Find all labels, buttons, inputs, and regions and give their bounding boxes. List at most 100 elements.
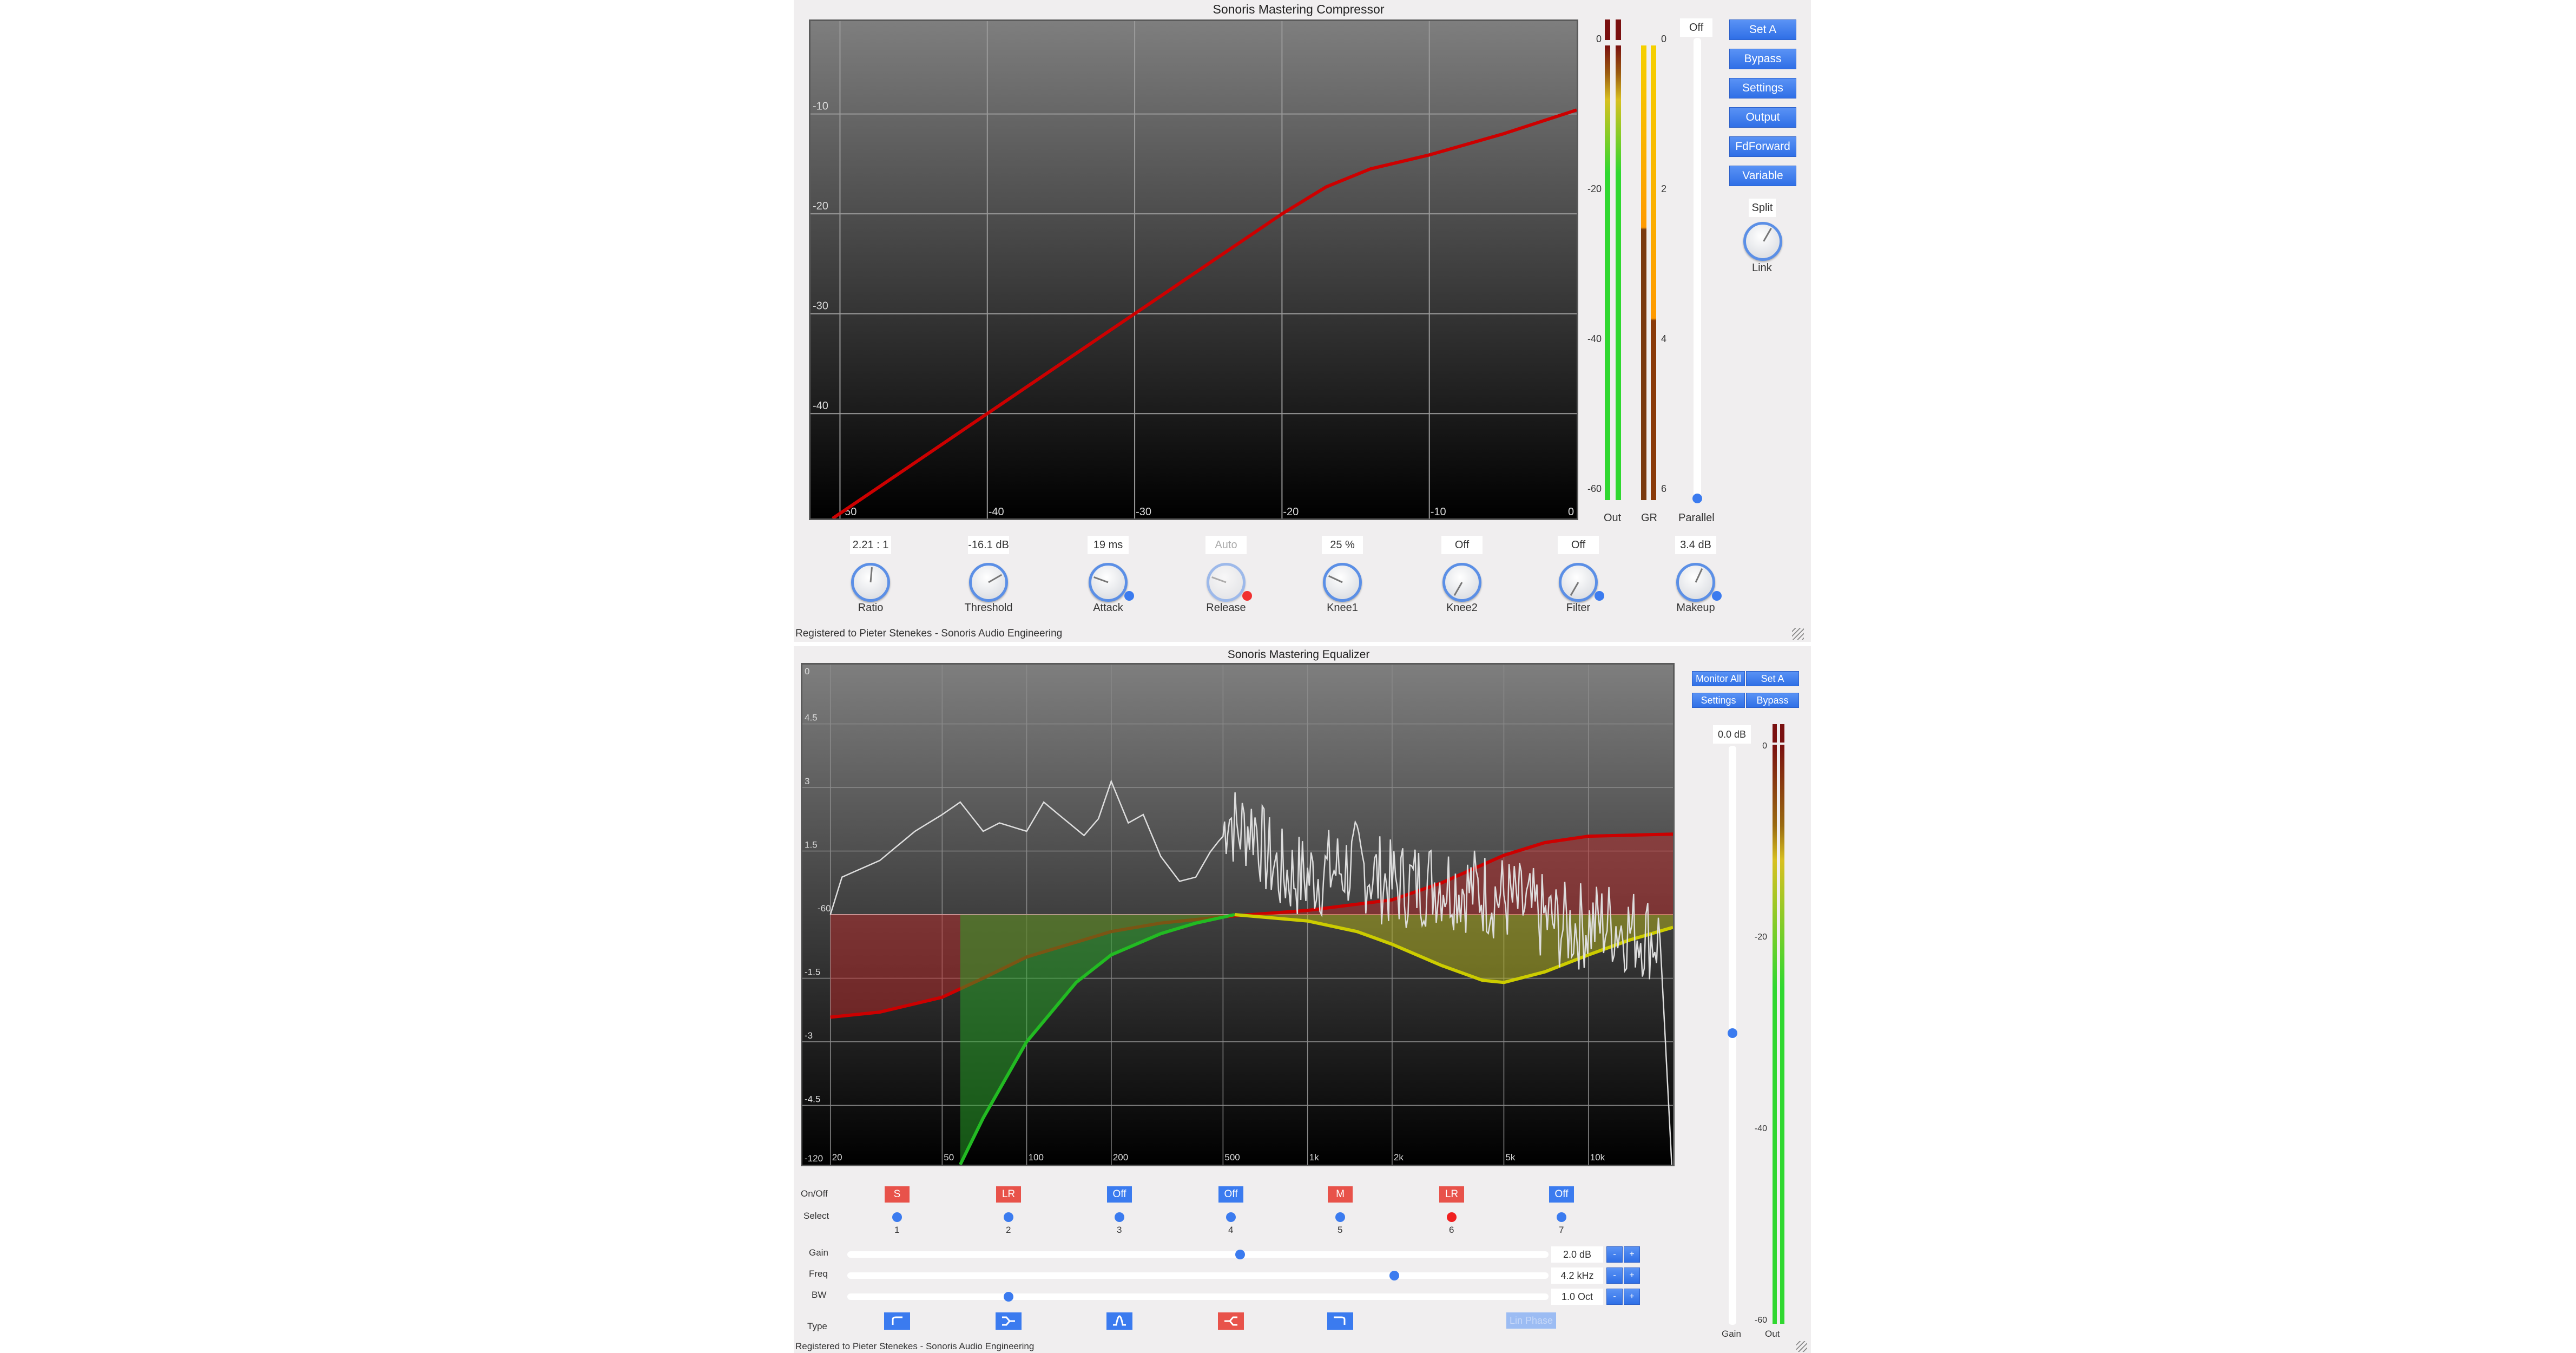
freq-increment-button[interactable]: + bbox=[1624, 1267, 1640, 1284]
band-4-select[interactable] bbox=[1226, 1212, 1236, 1222]
threshold-value[interactable]: -16.1 dB bbox=[968, 536, 1009, 554]
high-shelf-icon bbox=[1224, 1316, 1237, 1326]
parallel-slider[interactable] bbox=[1694, 38, 1701, 503]
x-tick-label: 5k bbox=[1505, 1152, 1515, 1162]
compressor-title: Sonoris Mastering Compressor bbox=[1213, 2, 1385, 16]
band-1-onoff-button[interactable]: S bbox=[885, 1186, 910, 1203]
band-7-onoff-button[interactable]: Off bbox=[1549, 1186, 1574, 1203]
freq-slider-thumb[interactable] bbox=[1389, 1271, 1399, 1280]
freq-row-label: Freq bbox=[809, 1269, 828, 1279]
ratio-value[interactable]: 2.21 : 1 bbox=[850, 536, 891, 554]
freq-slider[interactable] bbox=[847, 1272, 1549, 1279]
freq-decrement-button[interactable]: - bbox=[1606, 1267, 1623, 1284]
bell-icon bbox=[1113, 1315, 1126, 1326]
x-tick-label: 100 bbox=[1029, 1152, 1044, 1162]
release-sidechain-indicator[interactable] bbox=[1242, 591, 1252, 601]
attack-knob[interactable] bbox=[1089, 563, 1128, 602]
attack-sidechain-indicator[interactable] bbox=[1124, 591, 1134, 601]
eq-out-meter-clip bbox=[1780, 724, 1784, 743]
x-tick-label: 0 bbox=[1568, 506, 1574, 518]
band-4-onoff-button[interactable]: Off bbox=[1218, 1186, 1243, 1203]
equalizer-graph[interactable]: 20 50 100 200 500 1k 2k 5k 10k 0 4.5 3 1.5 -60 -1.5 -3 -… bbox=[801, 663, 1675, 1166]
knee1-value[interactable]: 25 % bbox=[1322, 536, 1363, 554]
band-2-select[interactable] bbox=[1004, 1212, 1013, 1222]
compressor-transfer-graph[interactable]: -50 -40 -30 -20 -10 0 -10 -20 -30 -40 bbox=[809, 19, 1578, 520]
out-meter-tick: 0 bbox=[1596, 34, 1602, 44]
knee2-knob[interactable] bbox=[1442, 563, 1481, 602]
button-output[interactable]: Output bbox=[1729, 107, 1796, 128]
bw-value[interactable]: 1.0 Oct bbox=[1551, 1289, 1603, 1305]
eq-button-bypass[interactable]: Bypass bbox=[1746, 693, 1799, 708]
threshold-label: Threshold bbox=[964, 602, 1013, 614]
button-set-a[interactable]: Set A bbox=[1729, 19, 1796, 40]
eq-out-meter-tick: 0 bbox=[1762, 741, 1767, 751]
band-1-select[interactable] bbox=[892, 1212, 902, 1222]
type-row-label: Type bbox=[807, 1321, 827, 1331]
out-meter-bar bbox=[1616, 45, 1621, 500]
band-5-select[interactable] bbox=[1335, 1212, 1345, 1222]
gr-meter-bar bbox=[1641, 45, 1646, 500]
band-3-type-button[interactable] bbox=[1106, 1312, 1132, 1330]
eq-out-meter-tick: -40 bbox=[1754, 1124, 1767, 1133]
makeup-knob[interactable] bbox=[1676, 563, 1715, 602]
bw-slider-thumb[interactable] bbox=[1004, 1292, 1014, 1302]
lin-phase-button[interactable]: Lin Phase bbox=[1506, 1312, 1556, 1329]
makeup-sidechain-indicator[interactable] bbox=[1712, 591, 1722, 601]
resize-grip-icon[interactable] bbox=[1796, 1341, 1807, 1352]
knee2-value[interactable]: Off bbox=[1441, 536, 1483, 554]
button-variable[interactable]: Variable bbox=[1729, 166, 1796, 186]
out-meter-label: Out bbox=[1604, 512, 1622, 524]
y-tick-label: 4.5 bbox=[805, 713, 818, 723]
release-value[interactable]: Auto bbox=[1205, 536, 1247, 554]
x-tick-label: 200 bbox=[1113, 1152, 1128, 1162]
band-2-onoff-button[interactable]: LR bbox=[996, 1186, 1021, 1203]
link-label: Link bbox=[1752, 262, 1772, 274]
x-tick-label: 1k bbox=[1309, 1152, 1319, 1162]
button-bypass[interactable]: Bypass bbox=[1729, 49, 1796, 69]
makeup-label: Makeup bbox=[1676, 602, 1715, 614]
band-5-type-button[interactable] bbox=[1327, 1312, 1353, 1330]
combined-response-curve-fill bbox=[830, 834, 1673, 1017]
knee1-knob[interactable] bbox=[1323, 563, 1362, 602]
button-settings[interactable]: Settings bbox=[1729, 78, 1796, 98]
band-2-type-button[interactable] bbox=[996, 1312, 1022, 1330]
band-1-type-button[interactable] bbox=[884, 1312, 910, 1330]
bw-increment-button[interactable]: + bbox=[1624, 1289, 1640, 1305]
eq-out-meter-bar bbox=[1773, 745, 1777, 1324]
resize-grip-icon[interactable] bbox=[1792, 628, 1804, 640]
link-knob[interactable] bbox=[1743, 222, 1782, 261]
filter-value[interactable]: Off bbox=[1558, 536, 1599, 554]
band-7-select[interactable] bbox=[1557, 1212, 1566, 1222]
filter-knob[interactable] bbox=[1559, 563, 1598, 602]
band-4-type-button[interactable] bbox=[1218, 1312, 1244, 1330]
band-5-onoff-button[interactable]: M bbox=[1328, 1186, 1353, 1203]
band-6-onoff-button[interactable]: LR bbox=[1439, 1186, 1464, 1203]
gain-slider-thumb[interactable] bbox=[1235, 1250, 1245, 1259]
gain-slider[interactable] bbox=[847, 1251, 1549, 1258]
makeup-value[interactable]: 3.4 dB bbox=[1675, 536, 1716, 554]
threshold-knob[interactable] bbox=[969, 563, 1008, 602]
band-3-select[interactable] bbox=[1115, 1212, 1124, 1222]
eq-gain-slider-thumb[interactable] bbox=[1728, 1028, 1737, 1038]
gain-value[interactable]: 2.0 dB bbox=[1551, 1246, 1603, 1263]
freq-value[interactable]: 4.2 kHz bbox=[1551, 1267, 1603, 1284]
bw-decrement-button[interactable]: - bbox=[1606, 1289, 1623, 1305]
bw-slider[interactable] bbox=[847, 1293, 1549, 1300]
eq-button-set-a[interactable]: Set A bbox=[1746, 671, 1799, 686]
gain-increment-button[interactable]: + bbox=[1624, 1246, 1640, 1263]
band-3-onoff-button[interactable]: Off bbox=[1107, 1186, 1132, 1203]
parallel-slider-thumb[interactable] bbox=[1692, 494, 1702, 503]
gain-decrement-button[interactable]: - bbox=[1606, 1246, 1623, 1263]
band-6-select[interactable] bbox=[1447, 1212, 1457, 1222]
eq-button-settings[interactable]: Settings bbox=[1692, 693, 1745, 708]
band-highpass-curve bbox=[959, 913, 1235, 1165]
release-knob[interactable] bbox=[1207, 563, 1246, 602]
attack-value[interactable]: 19 ms bbox=[1088, 536, 1129, 554]
compressor-footer: Registered to Pieter Stenekes - Sonoris … bbox=[795, 628, 1063, 639]
spectrum-line bbox=[829, 779, 1672, 1165]
eq-button-monitor-all[interactable]: Monitor All bbox=[1692, 671, 1745, 686]
filter-sidechain-indicator[interactable] bbox=[1595, 591, 1604, 601]
y-tick-label: -30 bbox=[813, 300, 828, 312]
ratio-knob[interactable] bbox=[851, 563, 890, 602]
button-fdforward[interactable]: FdForward bbox=[1729, 136, 1796, 157]
